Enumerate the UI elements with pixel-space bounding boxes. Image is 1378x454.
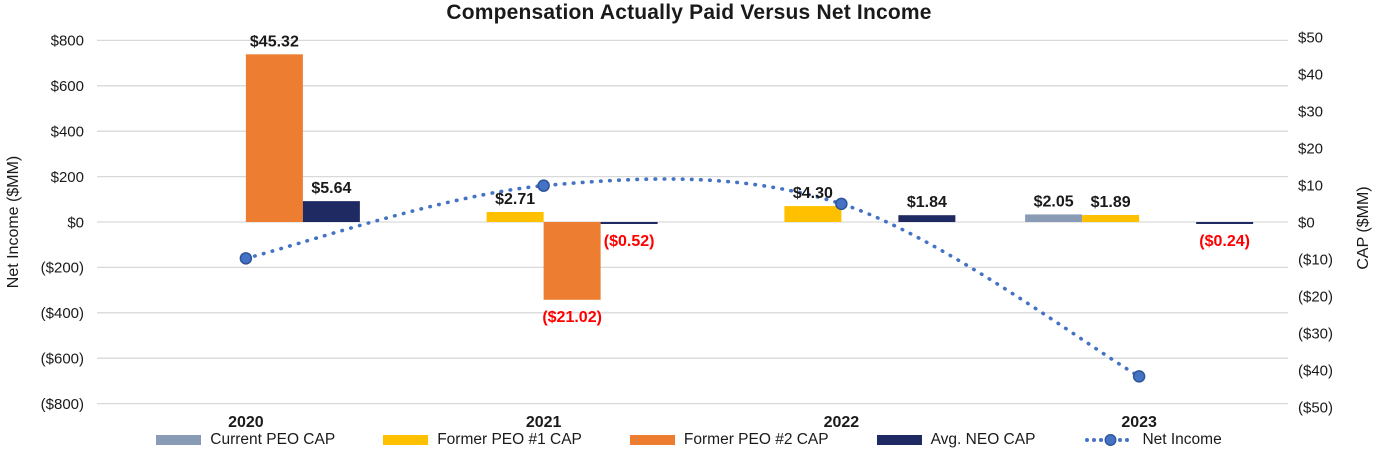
value-label: $5.64 (311, 180, 351, 197)
chart-legend: Current PEO CAP Former PEO #1 CAP Former P… (0, 428, 1378, 452)
chart-title: Compensation Actually Paid Versus Net In… (446, 1, 932, 24)
value-label: ($0.52) (604, 233, 655, 250)
right-axis-tick: ($10) (1298, 251, 1333, 268)
legend-swatch-former-peo-1-cap (383, 435, 429, 445)
left-axis-tick: $600 (51, 78, 84, 95)
value-label: $45.32 (250, 33, 299, 50)
bar-avg-neo-cap-2020 (302, 201, 360, 222)
right-axis-tick: $0 (1298, 214, 1315, 231)
bar-avg-neo-cap-2022 (898, 215, 956, 222)
legend-swatch-former-peo-2-cap (629, 435, 675, 445)
value-label: $2.71 (495, 191, 535, 208)
left-axis-tick: $200 (51, 169, 84, 186)
bar-former-peo-1-cap-2022 (784, 206, 842, 222)
legend-item-current-peo-cap: Current PEO CAP (156, 431, 335, 449)
left-axis-tick: $0 (67, 214, 84, 231)
value-label: $4.30 (793, 185, 833, 202)
bar-avg-neo-cap-2021 (600, 222, 658, 224)
x-axis-label-2022: 2022 (824, 414, 860, 431)
left-axis-tick: ($800) (41, 396, 84, 413)
left-axis-tick: $800 (51, 33, 84, 50)
net-income-line (244, 177, 1141, 379)
net-income-marker-2021 (537, 179, 550, 192)
value-label: $1.89 (1091, 194, 1131, 211)
legend-line-marker (1104, 434, 1117, 446)
x-axis-label-2023: 2023 (1121, 414, 1157, 431)
left-axis-tick: ($400) (41, 305, 84, 322)
right-axis-tick: $50 (1298, 29, 1323, 46)
legend-line-dot (1118, 438, 1123, 442)
value-label: ($21.02) (542, 309, 602, 326)
legend-swatch-avg-neo-cap (876, 435, 922, 445)
legend-line-dot (1092, 438, 1097, 442)
legend-line-dot (1085, 438, 1090, 442)
value-label: $2.05 (1034, 193, 1074, 210)
net-income-marker-2020 (239, 252, 253, 265)
legend-item-former-peo-2-cap: Former PEO #2 CAP (629, 431, 829, 449)
left-axis-tick: $400 (51, 123, 84, 140)
legend-swatch-current-peo-cap (156, 435, 202, 445)
left-axis-tick: ($600) (41, 350, 84, 367)
legend-label-net-income: Net Income (1142, 431, 1222, 448)
legend-item-former-peo-1-cap: Former PEO #1 CAP (383, 431, 582, 449)
bar-former-peo-1-cap-2023 (1082, 215, 1140, 222)
legend-item-avg-neo-cap: Avg. NEO CAP (876, 431, 1036, 449)
right-axis-tick: ($50) (1298, 399, 1333, 416)
left-axis-tick: ($200) (41, 260, 84, 277)
right-axis-tick: ($30) (1298, 325, 1333, 342)
bar-avg-neo-cap-2023 (1196, 222, 1254, 224)
legend-label-avg-neo-cap: Avg. NEO CAP (930, 431, 1036, 448)
x-axis-label-2020: 2020 (228, 414, 264, 431)
legend-swatch-net-income (1085, 434, 1130, 446)
net-income-marker-2023 (1132, 370, 1146, 383)
bar-current-peo-cap-2023 (1025, 214, 1083, 222)
x-axis-label-2021: 2021 (526, 414, 562, 431)
right-axis-tick: $40 (1298, 66, 1323, 83)
bar-former-peo-1-cap-2021 (486, 211, 544, 222)
legend-line-dot (1099, 438, 1104, 442)
legend-label-former-peo-2-cap: Former PEO #2 CAP (683, 431, 829, 448)
legend-label-former-peo-1-cap: Former PEO #1 CAP (437, 431, 582, 448)
right-axis-tick: ($40) (1298, 362, 1333, 379)
bar-former-peo-2-cap-2020 (245, 54, 303, 222)
legend-line-dot (1125, 438, 1130, 442)
net-income-marker-2022 (835, 197, 848, 211)
legend-item-net-income: Net Income (1083, 431, 1222, 449)
value-label: $1.84 (907, 194, 947, 211)
right-axis-tick: $30 (1298, 103, 1323, 120)
right-axis-tick: $20 (1298, 140, 1323, 157)
bar-former-peo-2-cap-2021 (543, 222, 601, 300)
right-axis-tick: ($20) (1298, 288, 1333, 305)
value-label: ($0.24) (1199, 233, 1250, 250)
legend-label-current-peo-cap: Current PEO CAP (210, 431, 336, 448)
right-axis-tick: $10 (1298, 177, 1323, 194)
